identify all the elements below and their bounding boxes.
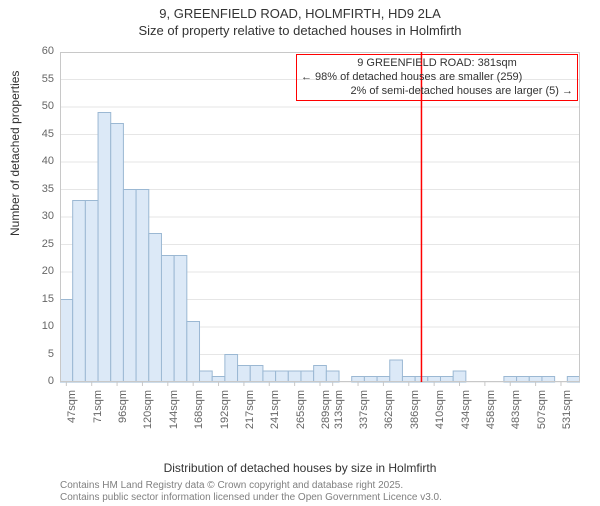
x-tick-label: 265sqm (295, 390, 307, 440)
y-tick-label: 35 (26, 183, 54, 195)
x-tick-label: 507sqm (536, 390, 548, 440)
chart-title-line1: 9, GREENFIELD ROAD, HOLMFIRTH, HD9 2LA (0, 6, 600, 21)
y-tick-label: 60 (26, 45, 54, 57)
x-tick-label: 241sqm (269, 390, 281, 440)
x-tick-label: 96sqm (117, 390, 129, 440)
y-tick-label: 25 (26, 238, 54, 250)
x-tick-label: 71sqm (92, 390, 104, 440)
y-tick-label: 30 (26, 210, 54, 222)
x-tick-label: 47sqm (66, 390, 78, 440)
y-tick-label: 5 (26, 348, 54, 360)
chart-area: 9 GREENFIELD ROAD: 381sqm ← 98% of detac… (60, 52, 580, 422)
y-tick-label: 40 (26, 155, 54, 167)
y-tick-label: 45 (26, 128, 54, 140)
x-axis-label: Distribution of detached houses by size … (0, 461, 600, 475)
x-tick-label: 120sqm (142, 390, 154, 440)
x-tick-label: 168sqm (193, 390, 205, 440)
x-tick-label: 337sqm (358, 390, 370, 440)
footer-line1: Contains HM Land Registry data © Crown c… (60, 480, 442, 492)
y-tick-label: 50 (26, 100, 54, 112)
x-tick-label: 217sqm (244, 390, 256, 440)
y-tick-label: 0 (26, 375, 54, 387)
x-tick-label: 362sqm (383, 390, 395, 440)
x-tick-label: 313sqm (333, 390, 345, 440)
x-tick-label: 386sqm (409, 390, 421, 440)
chart-title-line2: Size of property relative to detached ho… (0, 23, 600, 38)
y-tick-label: 10 (26, 320, 54, 332)
histogram-plot (60, 52, 580, 422)
y-axis-label: Number of detached properties (8, 71, 22, 236)
x-tick-label: 144sqm (168, 390, 180, 440)
x-tick-label: 192sqm (219, 390, 231, 440)
x-tick-label: 434sqm (460, 390, 472, 440)
x-tick-label: 483sqm (510, 390, 522, 440)
footer-line2: Contains public sector information licen… (60, 492, 442, 504)
callout-line3: 2% of semi-detached houses are larger (5… (301, 85, 573, 99)
y-tick-label: 55 (26, 73, 54, 85)
callout-line1: 9 GREENFIELD ROAD: 381sqm (301, 57, 573, 71)
y-tick-label: 15 (26, 293, 54, 305)
x-tick-label: 458sqm (485, 390, 497, 440)
x-tick-label: 289sqm (320, 390, 332, 440)
x-tick-label: 531sqm (561, 390, 573, 440)
callout-line2: ← 98% of detached houses are smaller (25… (301, 71, 573, 85)
y-tick-label: 20 (26, 265, 54, 277)
callout-box: 9 GREENFIELD ROAD: 381sqm ← 98% of detac… (296, 54, 578, 101)
x-tick-label: 410sqm (434, 390, 446, 440)
